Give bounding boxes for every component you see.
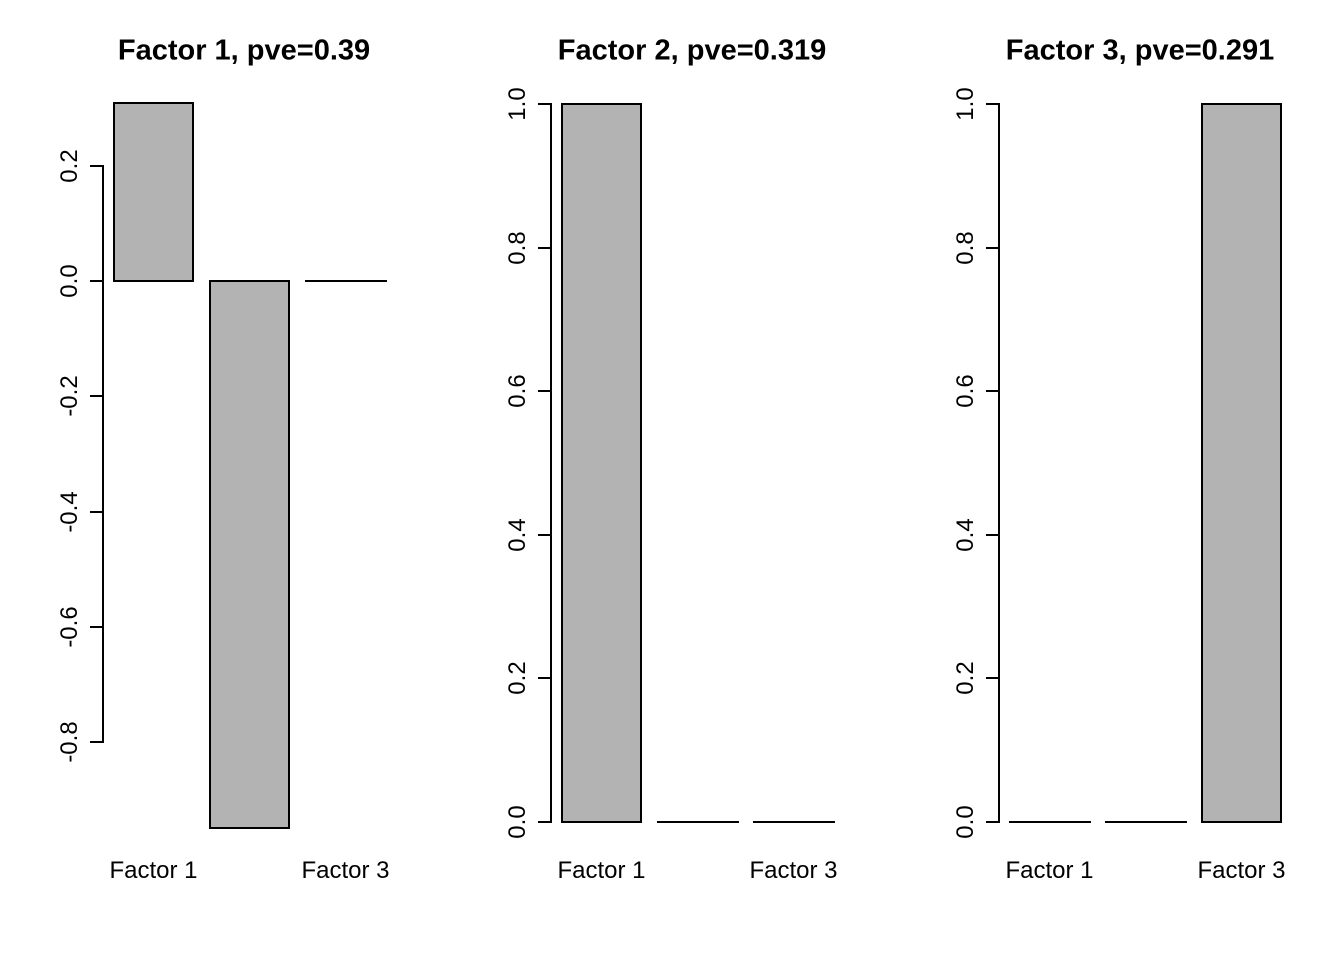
y-tick (538, 821, 550, 823)
y-tick (538, 677, 550, 680)
y-tick-label: 0.2 (952, 661, 979, 696)
y-tick (538, 103, 550, 105)
chart-title: Factor 2, pve=0.319 (557, 34, 827, 67)
y-tick (986, 677, 998, 680)
y-tick (986, 821, 998, 823)
y-tick-label: 0.8 (504, 230, 531, 265)
x-tick-label: Factor 1 (1005, 857, 1094, 884)
y-tick-label: 0.8 (952, 230, 979, 265)
y-tick (538, 533, 550, 536)
y-tick-label: -0.2 (56, 375, 83, 418)
x-tick-label: Factor 3 (749, 857, 838, 884)
bar-factor-1 (113, 101, 194, 283)
y-axis-line (102, 165, 104, 743)
y-tick-label: 1.0 (952, 87, 979, 121)
y-tick (986, 103, 998, 105)
x-tick-label: Factor 3 (301, 857, 390, 884)
bar-factor-2-zero-line (1105, 821, 1187, 823)
bar-factor-3 (1201, 103, 1282, 823)
y-tick (986, 533, 998, 536)
y-tick (90, 165, 102, 167)
y-tick-label: 0.4 (952, 518, 979, 552)
chart-panel-factor-1: Factor 1, pve=0.39 0.2 0.0 -0.2 -0.4 -0.6 -0.… (0, 0, 448, 960)
y-tick-label: -0.4 (56, 490, 83, 533)
y-tick (538, 246, 550, 249)
y-tick (90, 510, 102, 513)
bar-factor-2-zero-line (657, 821, 739, 823)
bar-factor-1 (561, 103, 642, 823)
y-tick-label: -0.8 (56, 721, 83, 763)
x-tick-label: Factor 3 (1197, 857, 1286, 884)
y-axis-line (550, 103, 552, 823)
y-tick (986, 246, 998, 249)
bar-factor-1-zero-line (1009, 821, 1091, 823)
y-tick-label: 0.2 (56, 149, 83, 183)
bar-factor-2 (209, 280, 290, 830)
y-tick (90, 395, 102, 398)
bar-factor-3-zero-line (305, 280, 387, 283)
y-tick-label: 0.2 (504, 661, 531, 696)
x-tick-label: Factor 1 (109, 857, 198, 884)
chart-title: Factor 3, pve=0.291 (1005, 34, 1275, 67)
y-tick-label: 0.4 (504, 518, 531, 552)
y-tick-label: 0.6 (952, 374, 979, 408)
y-tick (986, 390, 998, 393)
x-tick-label: Factor 1 (557, 857, 646, 884)
y-tick (90, 741, 102, 743)
y-tick-label: 1.0 (504, 87, 531, 121)
chart-panel-factor-2: Factor 2, pve=0.319 1.0 0.8 0.6 0.4 0.2 0.0 Fa… (448, 0, 896, 960)
y-tick (90, 280, 102, 283)
bar-factor-3-zero-line (753, 821, 835, 823)
y-tick-label: 0.0 (56, 264, 83, 298)
y-tick-label: 0.0 (504, 805, 531, 839)
y-tick (90, 625, 102, 628)
chart-title: Factor 1, pve=0.39 (117, 34, 371, 67)
y-tick-label: -0.6 (56, 606, 83, 648)
chart-panel-factor-3: Factor 3, pve=0.291 1.0 0.8 0.6 0.4 0.2 0.0 Fa… (896, 0, 1344, 960)
y-axis-line (998, 103, 1000, 823)
y-tick-label: 0.0 (952, 805, 979, 839)
y-tick (538, 390, 550, 393)
y-tick-label: 0.6 (504, 374, 531, 408)
